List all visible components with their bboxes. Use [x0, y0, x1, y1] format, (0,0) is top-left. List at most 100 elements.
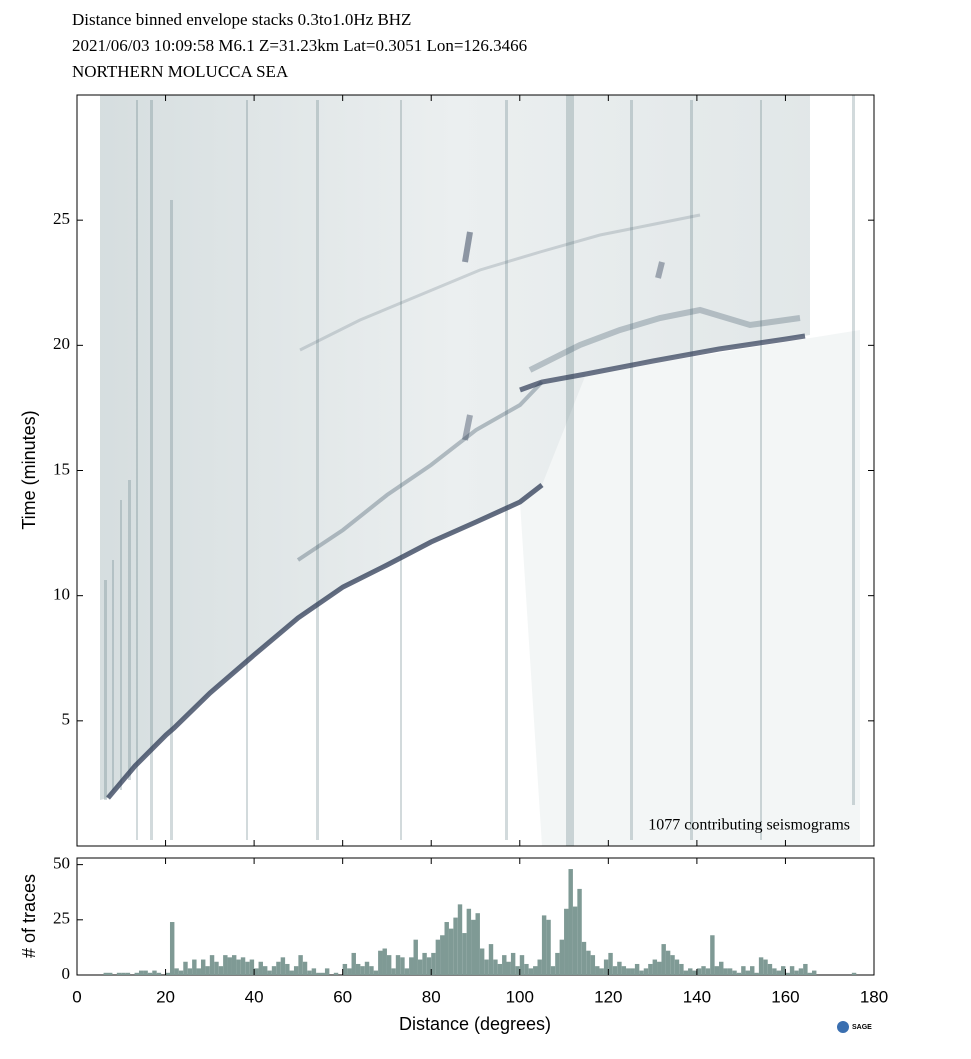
- bar: [218, 966, 224, 975]
- bar: [524, 963, 529, 975]
- bar: [369, 966, 374, 975]
- title-line: Distance binned envelope stacks 0.3to1.0…: [72, 10, 411, 29]
- x-tick-label: 180: [860, 987, 888, 1006]
- bar: [714, 966, 720, 975]
- bar: [187, 968, 193, 975]
- bar: [364, 961, 370, 975]
- title-line: NORTHERN MOLUCCA SEA: [72, 62, 289, 81]
- bar: [794, 970, 799, 975]
- bar: [723, 968, 728, 975]
- bar: [581, 941, 587, 975]
- bar: [417, 959, 423, 975]
- bar: [271, 966, 277, 975]
- bar: [750, 966, 755, 975]
- bar: [577, 888, 582, 975]
- bar: [152, 970, 157, 975]
- bar: [196, 968, 201, 975]
- bar: [200, 959, 206, 975]
- bar: [701, 966, 706, 975]
- bar: [533, 966, 538, 975]
- bar: [674, 959, 680, 975]
- bar: [138, 970, 144, 975]
- y-axis-label: Time (minutes): [19, 410, 39, 529]
- bar: [289, 970, 294, 975]
- bar: [165, 972, 170, 975]
- bar: [763, 959, 768, 975]
- bar: [391, 968, 396, 975]
- bar: [767, 963, 773, 975]
- bar: [665, 950, 671, 975]
- bar: [192, 959, 197, 975]
- bar: [546, 919, 551, 975]
- bar: [696, 968, 702, 975]
- bar: [705, 968, 711, 975]
- x-tick-label: 60: [333, 987, 352, 1006]
- bar: [409, 957, 414, 975]
- bar: [851, 972, 857, 975]
- bar: [484, 959, 489, 975]
- bar: [497, 963, 503, 975]
- logo: SAGE: [852, 1024, 872, 1031]
- bar: [595, 966, 600, 975]
- bar: [231, 955, 237, 975]
- bar: [643, 968, 649, 975]
- bar: [471, 919, 476, 975]
- bar: [293, 966, 299, 975]
- bar: [355, 963, 361, 975]
- bar: [316, 972, 321, 975]
- bar: [156, 972, 162, 975]
- bar: [143, 970, 148, 975]
- bar: [798, 968, 804, 975]
- bar: [440, 935, 445, 975]
- y-tick-label: 0: [62, 964, 71, 983]
- bar: [758, 957, 764, 975]
- bar: [276, 961, 281, 975]
- bar: [608, 952, 613, 975]
- bar: [493, 959, 498, 975]
- bar: [502, 955, 507, 975]
- bar: [612, 966, 618, 975]
- bar: [205, 966, 210, 975]
- bar: [174, 968, 179, 975]
- bar: [386, 955, 392, 975]
- bar: [435, 939, 441, 975]
- bar: [280, 957, 286, 975]
- bar: [639, 970, 644, 975]
- bar: [178, 970, 184, 975]
- y-tick-label: 15: [53, 459, 70, 478]
- bar: [528, 968, 534, 975]
- bar: [121, 972, 126, 975]
- bar: [710, 935, 715, 975]
- bar: [302, 961, 308, 975]
- y-tick-label: 5: [62, 710, 71, 729]
- bar: [240, 957, 246, 975]
- bar: [772, 968, 777, 975]
- bar: [448, 928, 454, 975]
- bar: [736, 972, 742, 975]
- bar: [488, 944, 494, 975]
- bar: [745, 970, 751, 975]
- bar: [568, 869, 573, 975]
- bar: [298, 955, 303, 975]
- x-tick-label: 140: [683, 987, 711, 1006]
- bar: [333, 972, 339, 975]
- bar: [559, 939, 565, 975]
- bar: [648, 963, 653, 975]
- bar: [169, 922, 175, 975]
- bar: [634, 963, 640, 975]
- bar: [599, 968, 604, 975]
- bar: [603, 959, 609, 975]
- bar: [107, 972, 113, 975]
- bar: [661, 944, 666, 975]
- bar: [183, 961, 188, 975]
- bar: [258, 961, 263, 975]
- bar: [519, 955, 525, 975]
- bar: [254, 968, 259, 975]
- bar: [652, 959, 658, 975]
- bar: [214, 961, 219, 975]
- bar: [103, 972, 108, 975]
- bar: [630, 968, 635, 975]
- bar: [307, 970, 312, 975]
- bar: [657, 961, 662, 975]
- bar: [719, 961, 724, 975]
